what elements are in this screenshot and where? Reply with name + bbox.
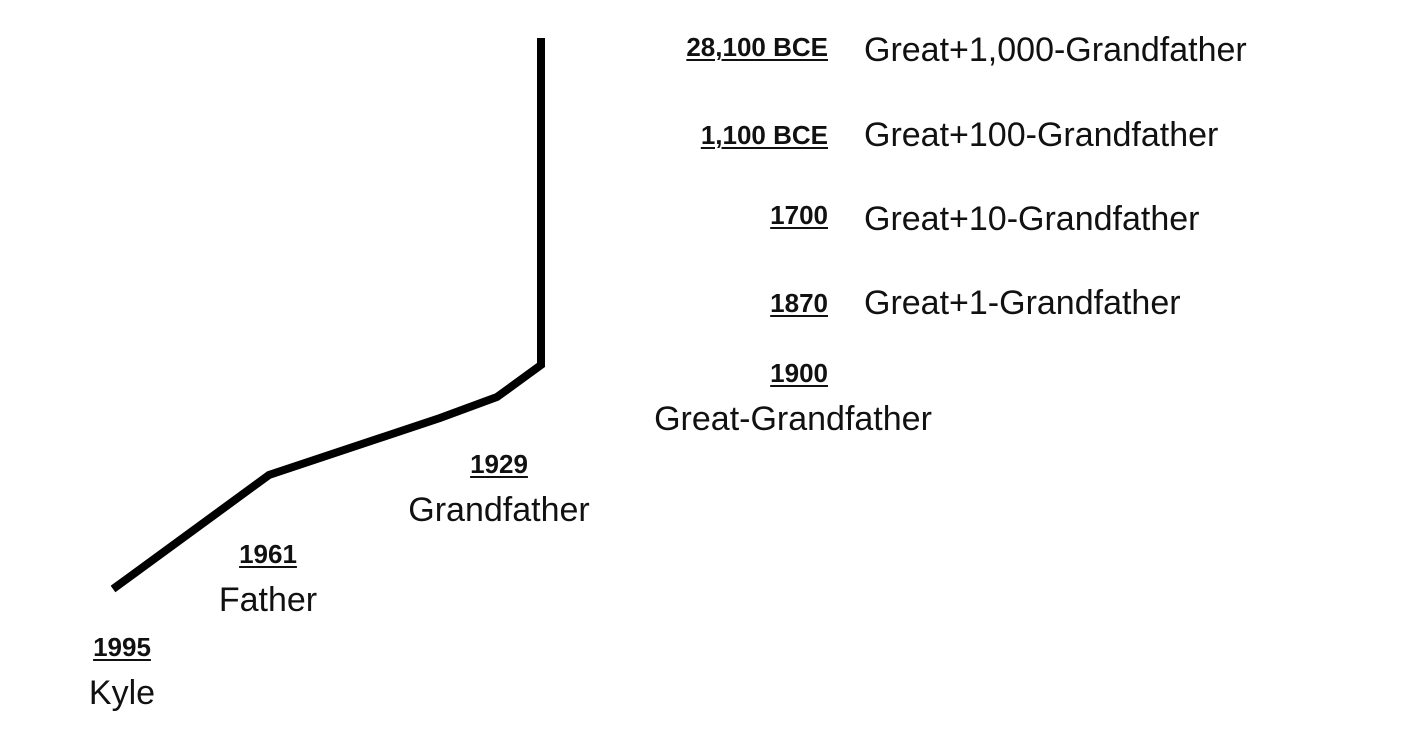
label-great-plus-1000: Great+1,000-Grandfather <box>864 31 1247 69</box>
label-kyle: Kyle <box>88 674 156 712</box>
label-father: Father <box>218 581 318 619</box>
year-great-plus-1: 1870 <box>770 288 828 318</box>
year-great-plus-1000: 28,100 BCE <box>686 32 828 62</box>
year-father: 1961 <box>239 539 297 569</box>
ancestry-line <box>110 38 545 593</box>
label-great-plus-1: Great+1-Grandfather <box>864 284 1181 322</box>
label-great-plus-100: Great+100-Grandfather <box>864 116 1219 154</box>
year-kyle: 1995 <box>93 632 151 662</box>
label-great-plus-10: Great+10-Grandfather <box>864 200 1200 238</box>
label-great-grandfather: Great-Grandfather <box>654 400 932 438</box>
year-great-plus-10: 1700 <box>770 200 828 230</box>
year-great-grandfather: 1900 <box>770 358 828 388</box>
label-grandfather: Grandfather <box>408 491 590 529</box>
year-grandfather: 1929 <box>470 449 528 479</box>
year-great-plus-100: 1,100 BCE <box>700 120 828 150</box>
